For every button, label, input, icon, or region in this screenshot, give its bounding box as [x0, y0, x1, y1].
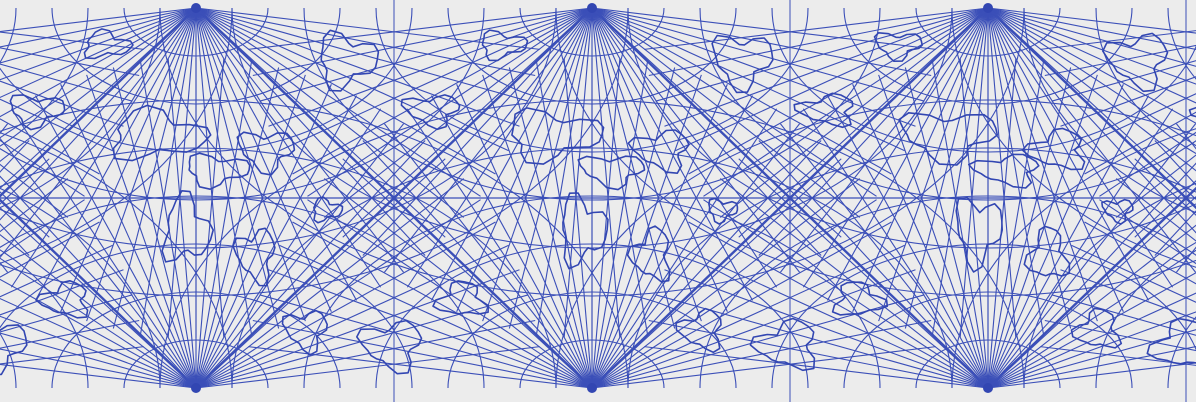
pole-point — [983, 383, 993, 393]
pole-point — [587, 3, 597, 13]
pole-point — [983, 3, 993, 13]
pole-point — [587, 383, 597, 393]
pole-point — [191, 3, 201, 13]
pole-point — [191, 383, 201, 393]
